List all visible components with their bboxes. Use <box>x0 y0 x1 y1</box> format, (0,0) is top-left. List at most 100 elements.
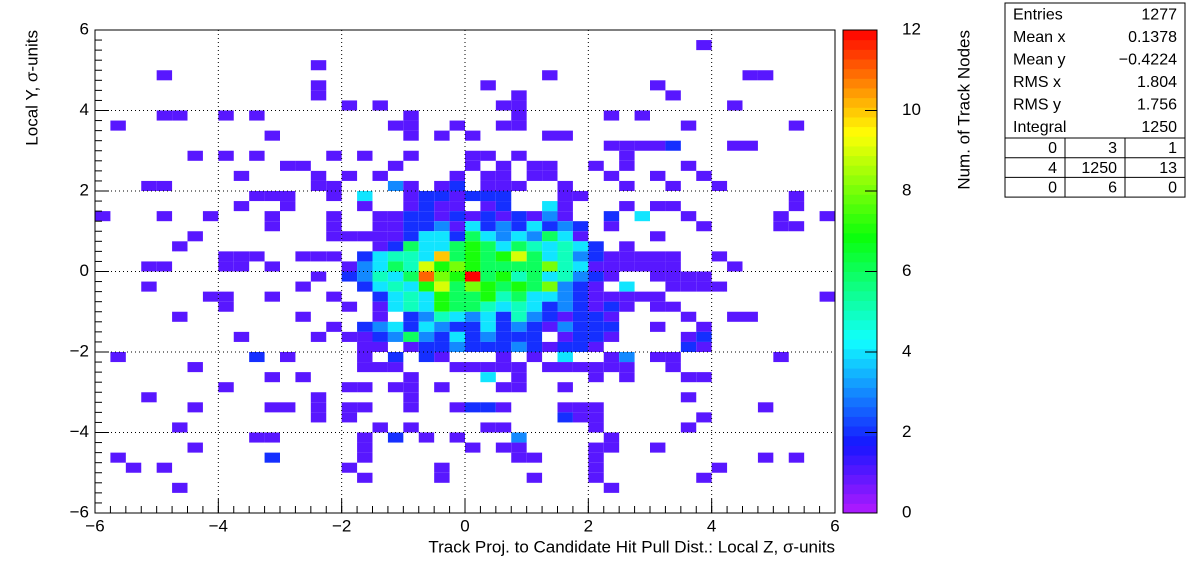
cell <box>603 261 620 272</box>
cell <box>418 321 435 332</box>
cell <box>542 241 558 252</box>
stats-label: Entries <box>1013 6 1063 23</box>
cell <box>650 352 666 363</box>
cell <box>341 331 358 342</box>
cell <box>403 321 419 332</box>
cell <box>665 362 681 373</box>
colorbar-band <box>843 348 877 359</box>
cell <box>465 341 481 352</box>
cell <box>526 341 543 352</box>
cell <box>449 331 465 342</box>
cell <box>310 60 327 71</box>
z-tick-label: 6 <box>902 261 911 280</box>
cell <box>341 402 358 413</box>
cell <box>465 271 481 282</box>
cell <box>434 301 450 312</box>
cell <box>295 160 311 171</box>
stats-cell: 0 <box>1048 140 1057 157</box>
cell <box>434 261 450 272</box>
cell <box>603 321 620 332</box>
cell <box>588 472 604 483</box>
cell <box>511 100 527 111</box>
cell <box>187 402 203 413</box>
colorbar-band <box>843 232 877 244</box>
cell <box>619 301 635 312</box>
colorbar-band <box>843 339 877 350</box>
cell <box>557 191 573 202</box>
colorbar-band <box>843 368 877 379</box>
cell <box>449 221 465 232</box>
cell <box>202 291 219 302</box>
cell <box>495 120 512 131</box>
cell <box>372 271 388 282</box>
cell <box>542 211 558 222</box>
cell <box>526 331 543 342</box>
cell <box>372 301 388 312</box>
cell <box>264 130 280 141</box>
cell <box>773 211 789 222</box>
cell <box>341 170 358 181</box>
cell <box>187 231 203 242</box>
cell <box>218 301 234 312</box>
stats-cell: 0 <box>1048 179 1057 196</box>
cell <box>603 291 620 302</box>
cell <box>665 271 681 282</box>
cell <box>310 80 327 91</box>
cell <box>172 241 188 252</box>
colorbar-band <box>843 39 877 50</box>
cell <box>357 331 373 342</box>
cell <box>588 462 604 473</box>
cell <box>526 472 543 483</box>
cell <box>156 110 173 121</box>
stats-cell: 1 <box>1168 140 1177 157</box>
cell <box>680 331 697 342</box>
colorbar-band <box>843 213 877 224</box>
cell <box>480 191 496 202</box>
cell <box>557 382 573 393</box>
cell <box>372 281 388 292</box>
cell <box>449 211 465 222</box>
cell <box>480 231 496 242</box>
cell <box>557 412 573 423</box>
z-tick-label: 0 <box>902 502 911 521</box>
cell <box>557 311 573 322</box>
cell <box>495 311 512 322</box>
cell <box>572 191 589 202</box>
stats-cell: 6 <box>1108 179 1117 196</box>
cell <box>788 221 805 232</box>
x-tick-label: 2 <box>584 516 593 535</box>
cell <box>372 321 388 332</box>
cell <box>526 160 543 171</box>
cell <box>434 221 450 232</box>
cell <box>387 120 404 131</box>
cell <box>696 472 712 483</box>
cell <box>449 191 465 202</box>
cell <box>526 241 543 252</box>
cell <box>480 170 496 181</box>
cell <box>156 261 173 272</box>
cell <box>310 180 327 191</box>
cell <box>665 301 681 312</box>
colorbar-band <box>843 78 877 89</box>
cell <box>434 331 450 342</box>
cell <box>511 452 527 463</box>
cell <box>665 281 681 292</box>
cell <box>125 462 142 473</box>
cell <box>665 261 681 272</box>
colorbar-band <box>843 445 877 456</box>
cell <box>542 221 558 232</box>
colorbar-band <box>843 49 877 60</box>
cell <box>495 241 512 252</box>
cell <box>495 231 512 242</box>
cell <box>696 412 712 423</box>
cell <box>619 150 635 161</box>
cell <box>465 442 481 453</box>
cell <box>511 331 527 342</box>
cell <box>465 191 481 202</box>
cell <box>588 442 604 453</box>
cell <box>403 271 419 282</box>
y-tick-label: 4 <box>80 100 89 119</box>
cell <box>511 241 527 252</box>
cell <box>588 311 604 322</box>
